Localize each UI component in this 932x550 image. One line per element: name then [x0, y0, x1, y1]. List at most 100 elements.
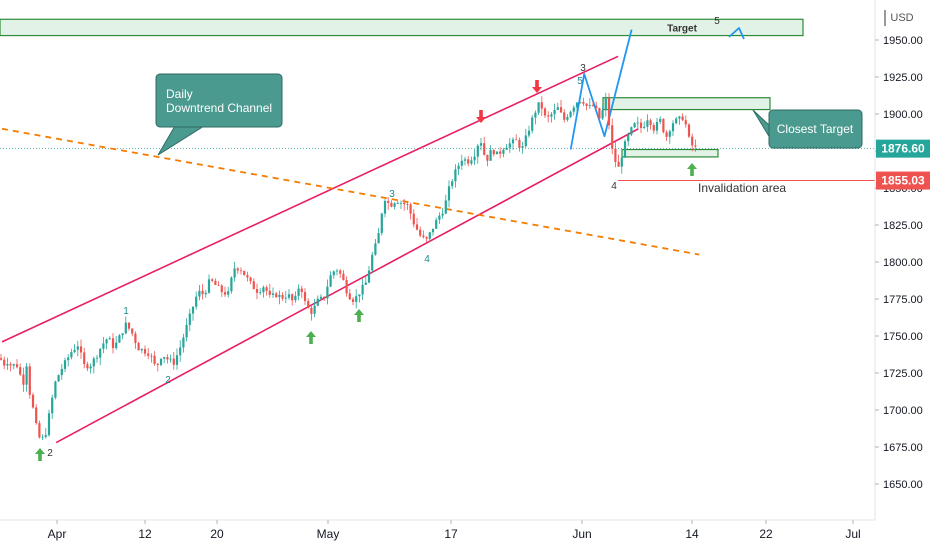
candle-body[interactable] [435, 219, 438, 229]
candle-body[interactable] [287, 294, 291, 298]
candle-body[interactable] [44, 435, 47, 437]
candle-body[interactable] [543, 108, 547, 116]
candle-body[interactable] [70, 352, 73, 358]
candle-body[interactable] [668, 131, 671, 137]
candle-body[interactable] [595, 105, 598, 109]
candle-body[interactable] [406, 204, 409, 205]
candle-body[interactable] [617, 161, 620, 167]
candle-body[interactable] [422, 235, 425, 238]
candle-body[interactable] [153, 355, 156, 364]
candle-body[interactable] [313, 305, 316, 314]
candle-body[interactable] [374, 243, 377, 255]
candle-body[interactable] [412, 213, 415, 225]
candle-body[interactable] [569, 111, 572, 117]
candle-body[interactable] [665, 132, 668, 137]
candle-body[interactable] [524, 135, 527, 147]
candle-body[interactable] [342, 273, 345, 280]
candle-body[interactable] [684, 120, 687, 125]
candle-body[interactable] [505, 147, 508, 150]
candle-body[interactable] [604, 98, 607, 111]
candle-body[interactable] [671, 123, 675, 132]
candle-body[interactable] [271, 293, 275, 295]
downtrend-line[interactable] [1, 127, 700, 256]
candle-body[interactable] [12, 364, 15, 366]
candle-body[interactable] [140, 348, 143, 351]
candle-body[interactable] [633, 123, 636, 128]
zone-target[interactable] [0, 18, 804, 37]
candle-body[interactable] [207, 279, 211, 293]
candle-body[interactable] [681, 116, 684, 121]
candle-body[interactable] [211, 279, 214, 281]
candle-body[interactable] [649, 120, 652, 126]
candle-body[interactable] [659, 118, 662, 122]
candle-body[interactable] [246, 275, 249, 278]
candle-body[interactable] [534, 112, 537, 118]
candle-body[interactable] [124, 322, 127, 334]
candle-body[interactable] [425, 237, 428, 239]
candle-body[interactable] [191, 306, 195, 314]
candle-body[interactable] [278, 294, 281, 298]
candle-body[interactable] [678, 116, 681, 119]
candle-body[interactable] [601, 110, 604, 119]
candle-body[interactable] [451, 181, 454, 187]
candle-body[interactable] [431, 228, 435, 233]
candle-body[interactable] [156, 363, 159, 365]
candle-body[interactable] [550, 114, 553, 117]
candle-body[interactable] [694, 145, 697, 147]
candle-body[interactable] [214, 280, 217, 285]
zone-support[interactable] [621, 148, 719, 158]
candle-body[interactable] [364, 282, 367, 285]
candle-body[interactable] [627, 134, 630, 142]
candle-body[interactable] [268, 290, 271, 295]
candle-body[interactable] [73, 349, 76, 353]
candle-body[interactable] [611, 125, 614, 149]
candle-body[interactable] [223, 292, 227, 295]
candle-body[interactable] [31, 394, 35, 408]
candle-body[interactable] [454, 169, 457, 182]
candle-body[interactable] [348, 293, 351, 300]
candle-body[interactable] [355, 296, 358, 302]
candle-body[interactable] [121, 333, 124, 336]
candle-body[interactable] [67, 357, 70, 361]
candle-body[interactable] [691, 136, 694, 146]
candle-body[interactable] [572, 107, 575, 112]
candle-body[interactable] [83, 352, 86, 365]
candle-body[interactable] [22, 374, 25, 385]
candle-body[interactable] [15, 364, 19, 368]
candle-body[interactable] [307, 301, 310, 308]
candle-body[interactable] [527, 130, 531, 136]
candle-body[interactable] [393, 203, 396, 207]
candle-body[interactable] [582, 102, 585, 104]
candle-body[interactable] [111, 338, 115, 349]
candle-body[interactable] [329, 275, 332, 287]
price-axis[interactable]: 1650.00 1675.00 1700.00 1725.00 1750.00 1775.… [874, 0, 930, 520]
candle-body[interactable] [345, 279, 348, 294]
candle-body[interactable] [383, 200, 387, 214]
candle-body[interactable] [217, 284, 220, 286]
candle-body[interactable] [310, 307, 313, 314]
candle-body[interactable] [195, 296, 198, 307]
candle-body[interactable] [339, 270, 342, 274]
candle-body[interactable] [179, 347, 182, 356]
candle-body[interactable] [275, 293, 278, 298]
candle-body[interactable] [585, 103, 588, 106]
candle-body[interactable] [243, 270, 246, 276]
candle-body[interactable] [137, 343, 140, 351]
candle-body[interactable] [428, 232, 431, 239]
candle-body[interactable] [239, 270, 243, 272]
channel-upper[interactable] [1, 55, 619, 343]
candle-body[interactable] [473, 156, 476, 161]
candle-body[interactable] [575, 102, 579, 108]
candle-body[interactable] [579, 102, 582, 103]
candle-body[interactable] [281, 294, 284, 299]
candle-body[interactable] [646, 120, 649, 127]
candle-body[interactable] [351, 299, 355, 302]
candle-body[interactable] [182, 337, 185, 348]
candle-body[interactable] [326, 286, 329, 299]
candle-body[interactable] [486, 154, 489, 161]
candle-body[interactable] [319, 296, 323, 299]
candle-body[interactable] [51, 397, 54, 414]
candle-body[interactable] [390, 202, 393, 207]
closest-target-callout[interactable] [768, 109, 863, 149]
